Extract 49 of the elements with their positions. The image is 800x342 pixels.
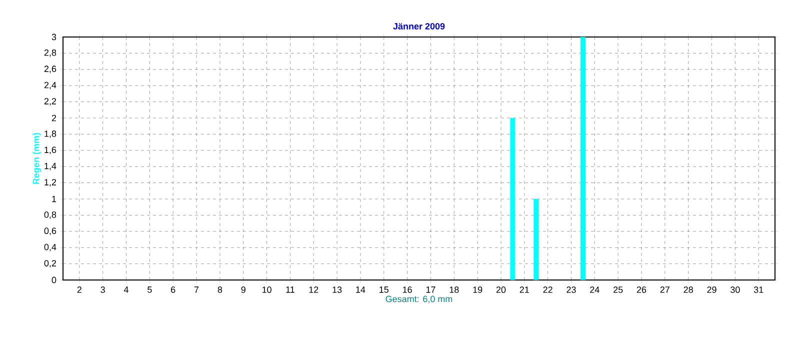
x-tick-label: 2 bbox=[77, 286, 82, 293]
y-tick-label: 0,4 bbox=[44, 244, 56, 252]
x-tick-label: 24 bbox=[590, 286, 600, 293]
x-tick-label: 13 bbox=[332, 286, 342, 293]
y-tick-label: 2 bbox=[52, 114, 56, 122]
y-tick-label: 1 bbox=[52, 196, 56, 202]
y-tick-label: 1,4 bbox=[44, 162, 56, 170]
chart-title: Jänner 2009 bbox=[393, 23, 445, 30]
x-tick-label: 4 bbox=[124, 286, 128, 293]
x-tick-label: 6 bbox=[171, 286, 176, 293]
x-tick-label: 3 bbox=[100, 286, 105, 293]
x-tick-label: 28 bbox=[684, 286, 693, 293]
x-tick-label: 16 bbox=[402, 286, 412, 293]
x-tick-label: 7 bbox=[194, 286, 199, 293]
x-tick-label: 29 bbox=[707, 286, 716, 293]
x-axis-title: Gesamt: 6,0 mm bbox=[386, 296, 452, 304]
y-tick-label: 2,6 bbox=[44, 66, 56, 74]
x-tick-label: 8 bbox=[218, 286, 222, 293]
x-tick-label: 26 bbox=[636, 286, 646, 293]
x-tick-label: 23 bbox=[566, 286, 576, 293]
x-tick-label: 14 bbox=[356, 286, 366, 293]
x-tick-label: 31 bbox=[754, 286, 764, 293]
y-tick-label: 0 bbox=[52, 276, 56, 284]
x-tick-label: 19 bbox=[473, 286, 482, 293]
y-axis-title: Regen (mm) bbox=[32, 132, 42, 184]
x-tick-label: 21 bbox=[520, 286, 529, 293]
x-tick-label: 30 bbox=[730, 286, 740, 293]
y-tick-label: 2,4 bbox=[44, 82, 56, 90]
y-tick-label: 0,2 bbox=[44, 260, 56, 268]
x-tick-label: 25 bbox=[614, 286, 623, 293]
y-tick-label: 1,8 bbox=[44, 130, 56, 138]
y-tick-label: 1,2 bbox=[44, 179, 56, 186]
x-tick-label: 17 bbox=[426, 286, 436, 293]
y-tick-label: 1,6 bbox=[44, 146, 56, 154]
x-tick-label: 15 bbox=[380, 286, 388, 293]
x-tick-label: 18 bbox=[450, 286, 459, 293]
x-tick-label: 22 bbox=[543, 286, 552, 293]
x-tick-label: 27 bbox=[660, 286, 670, 293]
y-tick-label: 0,6 bbox=[44, 228, 56, 236]
x-tick-label: 9 bbox=[241, 286, 246, 293]
x-tick-label: 12 bbox=[309, 286, 318, 293]
y-tick-label: 0,8 bbox=[44, 211, 56, 219]
y-tick-label: 3 bbox=[52, 34, 56, 40]
x-tick-label: 5 bbox=[148, 286, 152, 293]
x-tick-label: 11 bbox=[286, 286, 294, 293]
y-tick-label: 2,8 bbox=[44, 49, 56, 57]
x-tick-label: 20 bbox=[496, 286, 506, 293]
x-tick-label: 10 bbox=[262, 286, 272, 293]
y-tick-label: 2,2 bbox=[44, 98, 56, 106]
